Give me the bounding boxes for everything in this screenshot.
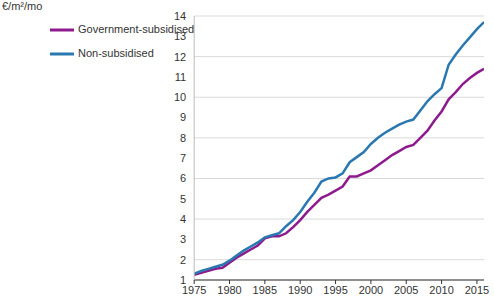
svg-text:2005: 2005 xyxy=(394,284,418,296)
svg-text:3: 3 xyxy=(180,233,186,245)
svg-text:2000: 2000 xyxy=(359,284,383,296)
svg-text:5: 5 xyxy=(180,193,186,205)
svg-text:2010: 2010 xyxy=(429,284,453,296)
svg-text:1: 1 xyxy=(180,274,186,286)
svg-text:6: 6 xyxy=(180,172,186,184)
svg-text:1985: 1985 xyxy=(253,284,277,296)
svg-text:13: 13 xyxy=(174,30,186,42)
svg-text:4: 4 xyxy=(180,213,186,225)
svg-text:1980: 1980 xyxy=(217,284,241,296)
svg-text:9: 9 xyxy=(180,111,186,123)
svg-text:11: 11 xyxy=(175,71,186,83)
svg-text:7: 7 xyxy=(180,152,186,164)
svg-text:2: 2 xyxy=(180,254,186,266)
svg-text:2015: 2015 xyxy=(465,284,486,296)
svg-text:1990: 1990 xyxy=(288,284,312,296)
svg-text:12: 12 xyxy=(174,51,186,63)
svg-text:8: 8 xyxy=(180,132,186,144)
svg-text:1995: 1995 xyxy=(323,284,347,296)
svg-text:10: 10 xyxy=(174,91,186,103)
svg-text:14: 14 xyxy=(174,10,186,22)
